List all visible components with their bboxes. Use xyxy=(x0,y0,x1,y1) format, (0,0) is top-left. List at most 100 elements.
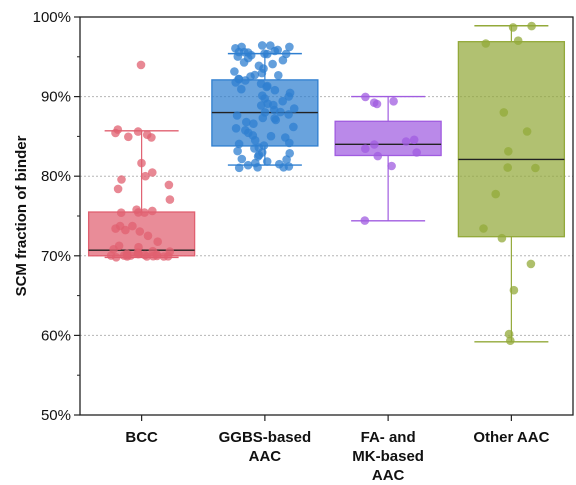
data-point xyxy=(113,184,123,194)
data-point xyxy=(111,128,120,138)
data-point xyxy=(133,127,143,136)
x-category-label: MK-based xyxy=(352,448,424,465)
data-point xyxy=(134,208,143,217)
x-category-label: GGBS-based xyxy=(219,429,312,446)
data-point xyxy=(153,237,162,246)
data-point xyxy=(409,135,419,145)
data-point xyxy=(503,163,512,172)
data-point xyxy=(279,163,288,172)
data-point xyxy=(143,231,153,241)
x-category-label: AAC xyxy=(249,448,282,465)
data-point xyxy=(522,127,532,136)
data-point xyxy=(141,171,150,181)
y-tick-label: 60% xyxy=(41,327,71,344)
data-point xyxy=(268,59,277,69)
data-point xyxy=(270,85,280,95)
data-point xyxy=(147,133,156,142)
data-point xyxy=(260,49,269,58)
data-point xyxy=(253,152,263,161)
data-point xyxy=(116,208,126,217)
axes: 50% 60% 70% 80% 90% 100% BCC GGBS-based AAC FA- a… xyxy=(33,9,550,484)
data-point xyxy=(233,146,242,156)
data-point xyxy=(508,23,518,32)
data-point xyxy=(370,140,379,149)
data-point xyxy=(128,221,137,231)
data-point xyxy=(232,111,242,120)
data-point xyxy=(262,157,272,166)
data-point xyxy=(256,101,266,110)
data-point xyxy=(253,163,262,172)
box xyxy=(334,120,442,157)
data-point xyxy=(284,92,294,101)
data-point xyxy=(361,92,370,102)
data-point xyxy=(266,131,276,141)
y-tick-label: 80% xyxy=(41,168,71,185)
data-point xyxy=(230,67,239,76)
data-point xyxy=(148,206,157,216)
data-point xyxy=(135,227,145,236)
x-category-label: BCC xyxy=(125,429,158,446)
data-point xyxy=(136,60,146,70)
data-point xyxy=(389,97,398,106)
data-point xyxy=(148,168,157,177)
data-point xyxy=(237,154,247,164)
data-point xyxy=(164,180,174,190)
data-point xyxy=(373,151,383,161)
data-point xyxy=(278,96,288,106)
box xyxy=(457,41,566,238)
data-point xyxy=(111,252,121,262)
data-point xyxy=(258,113,268,123)
data-point xyxy=(481,39,491,48)
data-point xyxy=(278,55,288,65)
data-point xyxy=(479,224,488,233)
data-point xyxy=(239,58,249,67)
data-point xyxy=(242,117,251,127)
data-point xyxy=(271,115,281,125)
data-point xyxy=(504,147,513,156)
data-point xyxy=(231,124,241,133)
data-point xyxy=(499,108,509,117)
data-point xyxy=(250,136,260,145)
data-point xyxy=(289,122,298,132)
data-point xyxy=(412,148,422,157)
data-point xyxy=(401,137,411,146)
data-point xyxy=(497,233,507,243)
data-point xyxy=(137,158,146,168)
data-point xyxy=(111,224,120,233)
x-category-label: FA- and xyxy=(361,429,416,446)
y-tick-label: 90% xyxy=(41,89,71,106)
data-point xyxy=(140,208,149,217)
data-point xyxy=(491,189,501,199)
data-point xyxy=(121,225,130,235)
data-point xyxy=(234,163,244,173)
data-point xyxy=(282,155,291,164)
box-layer xyxy=(87,25,566,343)
data-point xyxy=(270,46,280,56)
data-point xyxy=(531,163,540,173)
x-category-label: Other AAC xyxy=(473,429,549,446)
data-point xyxy=(285,138,294,148)
data-point xyxy=(124,132,133,142)
data-point xyxy=(241,76,250,85)
data-point xyxy=(504,329,514,339)
data-point xyxy=(165,195,175,204)
y-tick-label: 50% xyxy=(41,407,71,424)
data-point xyxy=(361,144,370,153)
data-point xyxy=(233,52,243,61)
data-point xyxy=(122,252,132,261)
data-point xyxy=(231,78,240,87)
data-point xyxy=(234,139,244,149)
data-point xyxy=(527,21,536,31)
data-point xyxy=(276,107,285,117)
y-tick-label: 100% xyxy=(33,9,71,26)
data-point xyxy=(509,285,519,295)
y-tick-label: 70% xyxy=(41,248,71,265)
data-point xyxy=(274,71,283,80)
data-point xyxy=(526,259,536,269)
data-point xyxy=(148,251,158,261)
data-point xyxy=(250,144,259,153)
point-layer xyxy=(106,21,540,346)
data-point xyxy=(360,216,370,225)
data-point xyxy=(249,119,258,128)
